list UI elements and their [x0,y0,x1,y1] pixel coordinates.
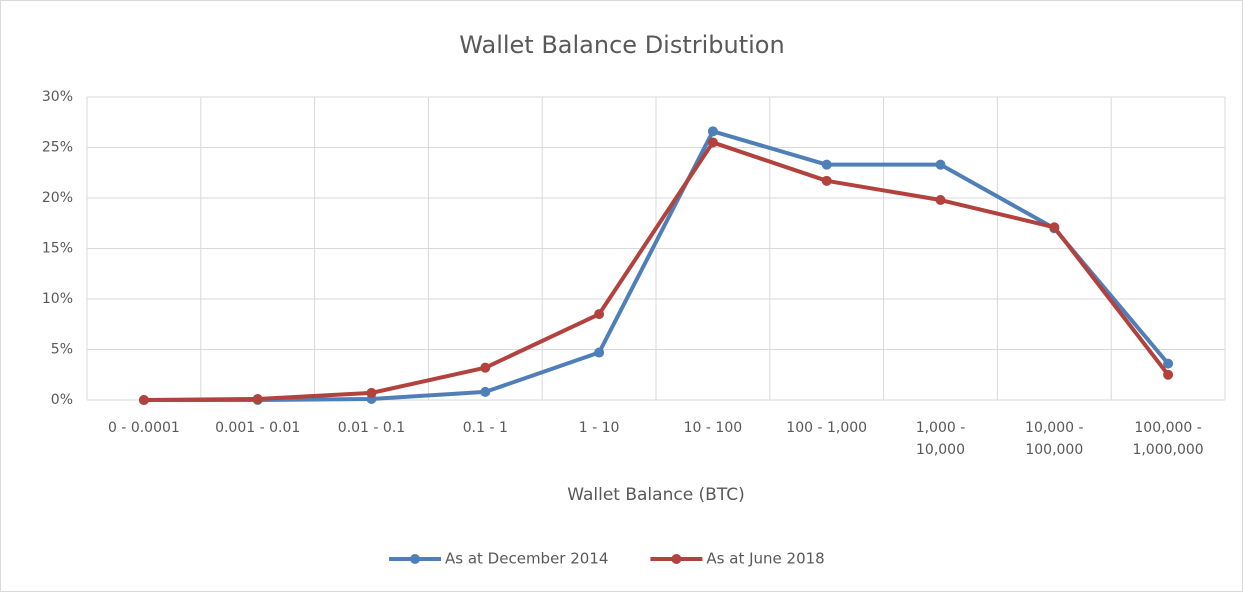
x-axis-label: Wallet Balance (BTC) [567,485,745,505]
data-point [1049,222,1060,233]
x-tick-label: 0.01 - 0.1 [337,420,406,436]
y-tick-label: 5% [51,342,73,358]
data-point [480,362,491,373]
y-tick-label: 10% [42,291,73,307]
y-tick-label: 15% [42,241,73,257]
data-point [935,159,946,170]
y-tick-label: 0% [51,392,73,408]
chart-title: Wallet Balance Distribution [459,31,784,59]
data-point [480,386,491,397]
x-tick-label: 10,000 - 100,000 [1025,420,1084,458]
data-point [707,126,718,137]
data-point [821,159,832,170]
series-line [143,140,1170,402]
legend-marker [410,554,420,564]
x-tick-label: 0.1 - 1 [462,420,508,436]
x-tick-label: 0 - 0.0001 [107,420,180,436]
x-tick-label: 1 - 10 [578,420,620,436]
data-point [594,347,605,358]
y-tick-label: 20% [42,190,73,206]
data-point [138,395,149,405]
x-tick-label: 0.001 - 0.01 [215,420,301,436]
data-point [935,195,946,206]
legend-label: As at December 2014 [445,550,608,568]
legend-label: As at June 2018 [706,550,824,568]
data-point [1163,358,1174,369]
x-tick-label: 100 - 1,000 [786,420,868,436]
x-tick-label: 10 - 100 [683,420,743,436]
x-tick-label: 100,000 - 1,000,000 [1132,420,1204,458]
series-line [143,129,1170,402]
x-tick-label: 1,000 - 10,000 [915,420,966,458]
data-point [707,137,718,148]
data-point [252,393,263,404]
data-point [594,309,605,320]
data-point [821,175,832,186]
y-tick-label: 25% [42,140,73,156]
y-tick-label: 30% [42,89,73,105]
legend-marker [671,554,682,564]
data-point [366,387,377,398]
data-point [1163,369,1174,380]
